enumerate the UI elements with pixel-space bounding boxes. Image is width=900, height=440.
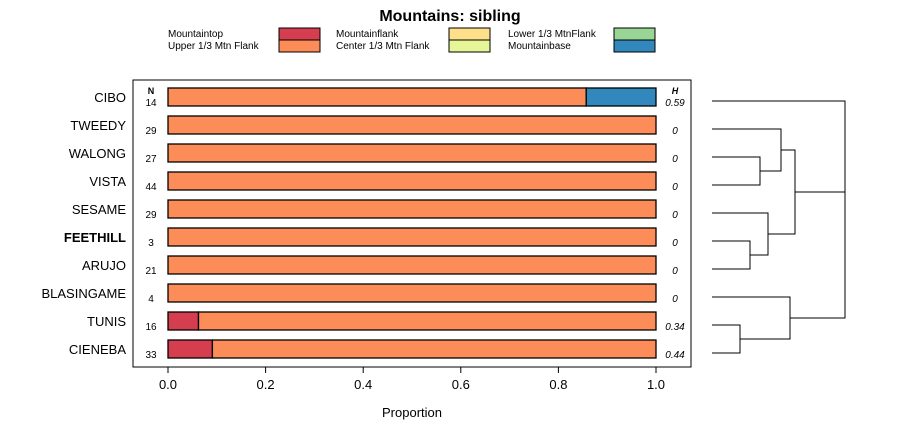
bar-segment-vista-upper-1-3-mtn-flank [167,171,657,191]
row-label-sesame: SESAME [72,202,127,217]
legend-swatch-upper-1-3-mtn-flank [278,39,321,53]
n-value-tweedy: 29 [145,126,157,137]
bar-segment-cieneba-upper-1-3-mtn-flank [211,339,657,359]
dendrogram-branch-4 [712,212,769,256]
row-label-cibo: CIBO [94,90,126,105]
n-value-cieneba: 33 [145,350,157,361]
x-tick-label-0: 0.0 [159,377,177,392]
row-label-tweedy: TWEEDY [70,118,126,133]
h-column-header: H [672,86,679,96]
dendrogram-branch-3 [712,240,751,270]
bar-segment-sesame-upper-1-3-mtn-flank [167,199,657,219]
dendrogram [712,100,846,354]
legend-label-mountainflank: Mountainflank [336,29,399,40]
h-value-cieneba: 0.44 [665,350,685,361]
h-value-feethill: 0 [672,238,678,249]
bar-segment-walong-upper-1-3-mtn-flank [167,143,657,163]
legend-label-mountainbase: Mountainbase [508,41,571,52]
row-label-arujo: ARUJO [82,258,126,273]
x-tick-label-2: 0.4 [354,377,372,392]
dendrogram-branch-6 [712,324,741,354]
h-value-blasingame: 0 [672,294,678,305]
row-label-walong: WALONG [69,146,126,161]
h-value-tunis: 0.34 [665,322,685,333]
row-label-cieneba: CIENEBA [69,342,126,357]
dendrogram-branch-1 [712,156,761,186]
legend-label-mountaintop: Mountaintop [168,29,223,40]
n-value-feethill: 3 [148,238,154,249]
bar-segment-arujo-upper-1-3-mtn-flank [167,255,657,275]
x-axis-title: Proportion [382,405,442,420]
plot-area: N H CIBO 14 0.59 TWEEDY 29 0 WALONG 27 0 VISTA 44 0 SE… [41,79,692,392]
legend-swatch-mountainflank [448,27,491,41]
dendrogram-branch-9 [712,100,846,255]
legend-label-upper-1-3-mtn-flank: Upper 1/3 Mtn Flank [168,41,260,52]
n-value-walong: 27 [145,154,157,165]
h-value-arujo: 0 [672,266,678,277]
legend-swatch-lower-1-3-mtnflank [613,27,656,41]
bar-segment-tunis-mountaintop [167,311,200,331]
bar-segment-feethill-upper-1-3-mtn-flank [167,227,657,247]
n-value-tunis: 16 [145,322,157,333]
n-value-blasingame: 4 [148,294,154,305]
legend-swatch-mountainbase [613,39,656,53]
x-tick-label-3: 0.6 [452,377,470,392]
legend-label-center-1-3-mtn-flank: Center 1/3 Mtn Flank [336,41,430,52]
dendrogram-branch-8 [790,191,846,319]
bar-segment-cibo-upper-1-3-mtn-flank [167,87,587,107]
h-value-vista: 0 [672,182,678,193]
legend-swatch-mountaintop [278,27,321,41]
chart-title: Mountains: sibling [379,8,520,25]
bar-segment-tunis-upper-1-3-mtn-flank [197,311,657,331]
row-label-vista: VISTA [89,174,126,189]
n-column-header: N [148,86,155,96]
h-value-cibo: 0.59 [665,98,685,109]
row-label-tunis: TUNIS [87,314,126,329]
dendrogram-branch-2 [712,128,782,172]
x-tick-label-1: 0.2 [257,377,275,392]
n-value-vista: 44 [145,182,157,193]
legend-label-lower-1-3-mtnflank: Lower 1/3 MtnFlank [508,29,597,40]
bar-segment-tweedy-upper-1-3-mtn-flank [167,115,657,135]
row-label-blasingame: BLASINGAME [41,286,126,301]
x-tick-label-4: 0.8 [549,377,567,392]
n-value-arujo: 21 [145,266,157,277]
dendrogram-branch-7 [712,296,791,340]
bar-segment-blasingame-upper-1-3-mtn-flank [167,283,657,303]
n-value-sesame: 29 [145,210,157,221]
n-value-cibo: 14 [145,98,157,109]
x-tick-label-5: 1.0 [647,377,665,392]
bar-segment-cibo-mountainbase [585,87,657,107]
row-label-feethill: FEETHILL [64,230,126,245]
h-value-sesame: 0 [672,210,678,221]
legend-swatch-center-1-3-mtn-flank [448,39,491,53]
h-value-tweedy: 0 [672,126,678,137]
h-value-walong: 0 [672,154,678,165]
bar-segment-cieneba-mountaintop [167,339,214,359]
